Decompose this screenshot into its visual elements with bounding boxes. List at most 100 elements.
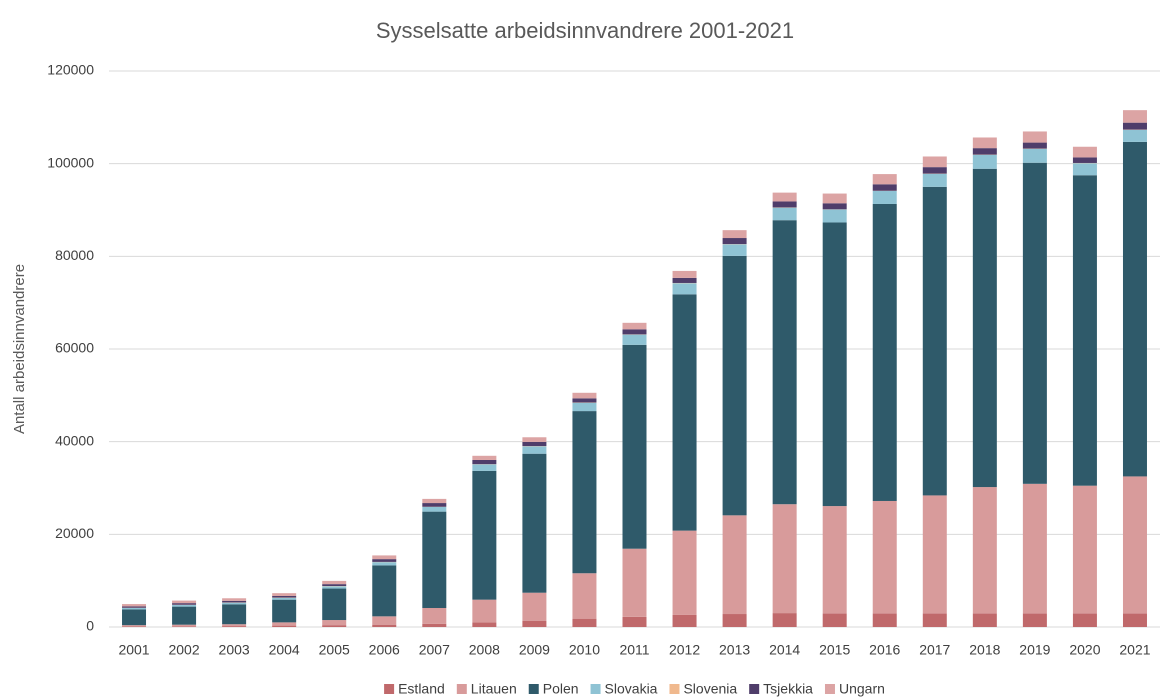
x-tick-label: 2019 [1019,642,1050,658]
bar-segment [122,625,147,627]
bar-segment [572,618,597,627]
bar-segment [972,154,997,169]
bar-segment [1072,157,1097,163]
bar-segment [1072,613,1097,627]
y-tick-label: 120000 [47,62,94,78]
bar-segment [872,191,897,204]
x-tick-label: 2012 [669,642,700,658]
bar-segment [1072,175,1097,486]
bar-segment [272,625,297,627]
bar-segment [1122,110,1147,123]
x-tick-label: 2010 [569,642,600,658]
bar-segment [1072,146,1097,158]
bar-segment [172,624,197,627]
x-tick-label: 2021 [1119,642,1150,658]
bar-segment [372,559,397,562]
legend-swatch [456,684,467,694]
bar-segment [822,193,847,204]
bar-segment [872,203,897,501]
bar-segment [122,606,147,608]
bar-segment [172,603,197,605]
bar-segment [572,411,597,574]
bar-segment [522,453,547,593]
bar-segment [172,600,197,604]
legend-swatch [590,684,601,694]
bar-segment [1022,162,1047,484]
bar-segment [222,624,247,627]
bar-segment [122,608,147,610]
bar-segment [472,464,497,471]
bar-segment [422,511,447,609]
bar-segment [822,506,847,614]
legend-swatch [384,684,395,694]
bar-segment [972,613,997,627]
bar-segment [772,613,797,627]
x-tick-label: 2017 [919,642,950,658]
bar-segment [872,500,897,614]
bar-segment [772,192,797,202]
bar-segment [1072,163,1097,176]
bar-segment [1022,483,1047,614]
legend-label: Slovakia [605,681,658,697]
bar-segment [772,207,797,221]
bar-segment [722,515,747,615]
bar-segment [272,622,297,626]
bar-segment [922,495,947,614]
bar-segment [672,530,697,615]
y-tick-label: 20000 [55,525,94,541]
chart-title: Sysselsatte arbeidsinnvandrere 2001-2021 [376,18,794,43]
bar-segment [522,437,547,442]
x-tick-label: 2008 [469,642,500,658]
bar-segment [722,238,747,245]
bar-segment [322,620,347,626]
bar-segment [1122,141,1147,477]
legend-swatch [528,684,539,694]
bar-segment [322,584,347,586]
bar-segment [1022,148,1047,163]
bar-segment [422,608,447,624]
bar-segment [622,344,647,549]
bar-segment [822,203,847,210]
bar-segment [522,446,547,454]
bar-segment [122,609,147,626]
bar-segment [472,622,497,627]
bar-segment [672,283,697,295]
bar-segment [422,503,447,507]
bar-segment [272,597,297,600]
legend-label: Polen [543,681,579,697]
bar-segment [1122,122,1147,130]
bar-segment [872,174,897,185]
bar-segment [422,506,447,512]
x-tick-label: 2005 [319,642,350,658]
bar-segment [972,487,997,614]
x-tick-label: 2003 [219,642,250,658]
legend-swatch [669,684,680,694]
bar-segment [322,625,347,627]
bar-segment [772,220,797,505]
bar-segment [472,459,497,465]
legend-swatch [749,684,760,694]
bar-segment [772,201,797,208]
bar-segment [322,580,347,585]
bar-segment [1122,476,1147,614]
bar-segment [922,173,947,187]
bar-segment [922,167,947,174]
bar-segment [522,441,547,447]
bar-segment [672,270,697,278]
x-tick-label: 2014 [769,642,800,658]
x-tick-label: 2004 [269,642,300,658]
bar-segment [572,402,597,412]
bar-segment [1022,613,1047,627]
bar-segment [722,255,747,516]
bar-segment [272,595,297,598]
bar-segment [722,614,747,627]
bar-segment [422,498,447,504]
bar-segment [972,148,997,155]
bar-segment [172,604,197,607]
legend-swatch [824,684,835,694]
bar-segment [622,616,647,627]
bar-segment [222,626,247,627]
bar-segment [372,562,397,566]
x-tick-label: 2020 [1069,642,1100,658]
